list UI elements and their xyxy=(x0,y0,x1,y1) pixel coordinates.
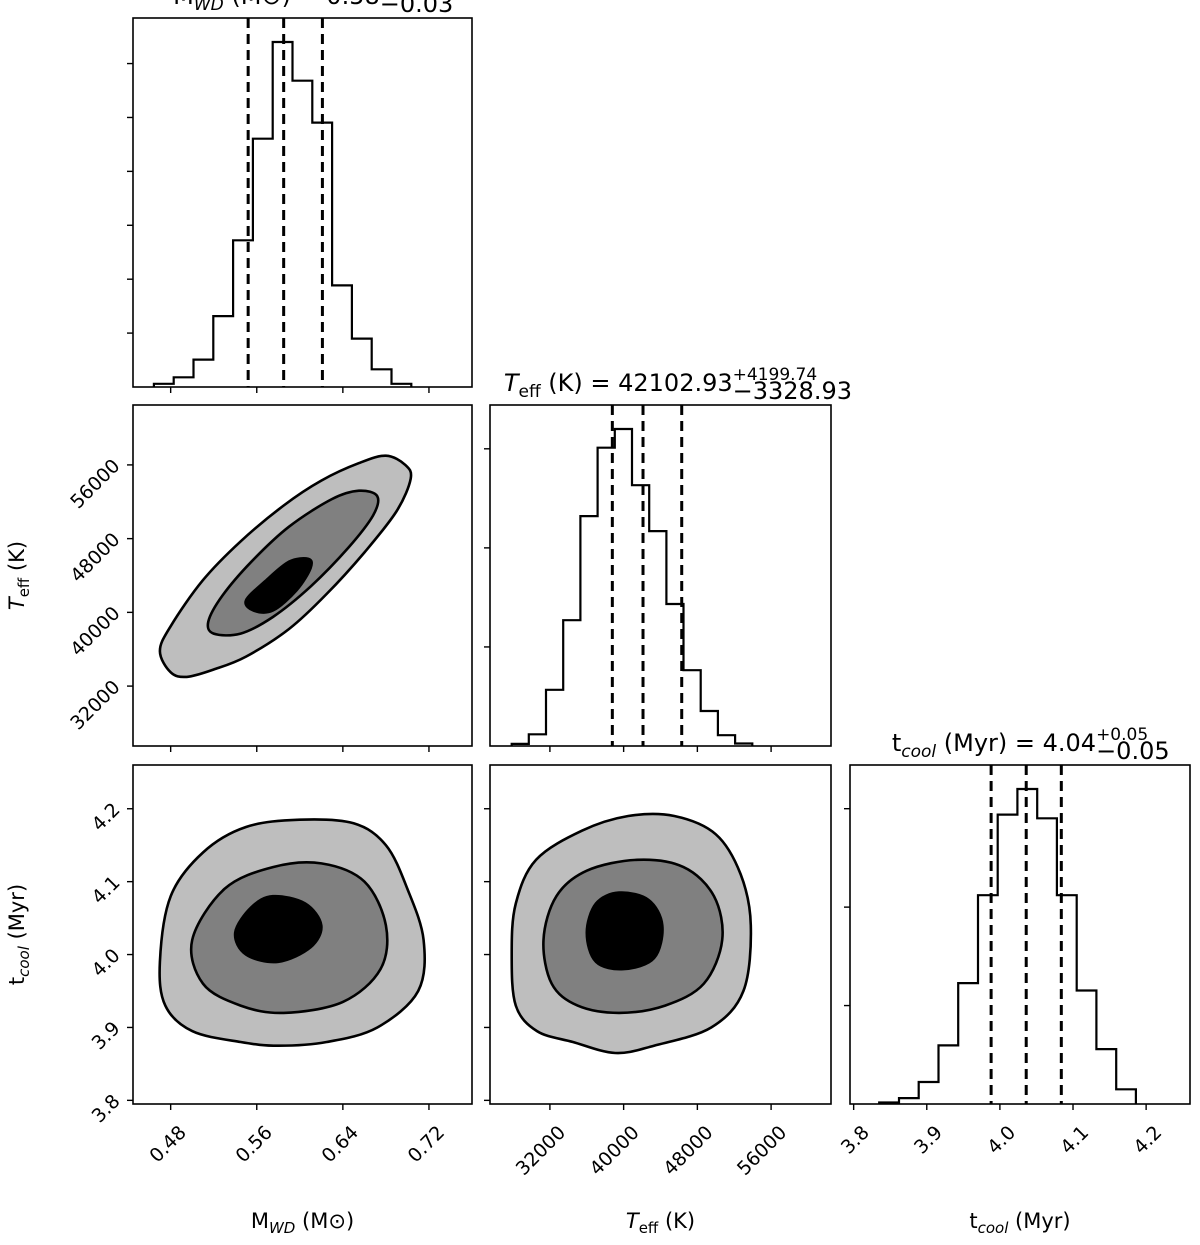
x-tick-label: 4.2 xyxy=(1129,1122,1166,1159)
x-axis-label-tcool: tcool (Myr) xyxy=(969,1209,1070,1237)
x-tick-label: 0.72 xyxy=(404,1122,449,1167)
y-tick-label: 3.9 xyxy=(88,1017,125,1054)
contour-panel-teff-tcool xyxy=(510,812,753,1055)
axis-label-main: t xyxy=(969,1209,977,1233)
axis-label-unit: (K) xyxy=(5,541,29,578)
histogram-panel-tcool xyxy=(849,764,1191,1105)
histogram-teff xyxy=(510,427,754,746)
title-minus-error: −0.03 xyxy=(380,0,454,18)
x-tick-label: 40000 xyxy=(585,1122,643,1180)
contour-panel-mwd-teff xyxy=(158,454,413,679)
x-tick-label: 4.0 xyxy=(983,1122,1020,1159)
title-minus-error: −0.05 xyxy=(1096,737,1170,765)
y-tick-label: 32000 xyxy=(66,676,124,734)
panel-title-tcool: tcool (Myr) = 4.04+0.05 xyxy=(892,725,1148,762)
contour-panel-mwd-tcool xyxy=(158,818,427,1048)
y-tick-label: 4.0 xyxy=(88,945,125,982)
y-axis-label-teff: Teff (K) xyxy=(5,541,33,610)
contour-level-3 xyxy=(233,894,323,964)
axis-label-unit: (Myr) xyxy=(1008,1209,1070,1233)
title-plus-error: +4199.74 xyxy=(733,365,818,385)
y-tick-label: 4.1 xyxy=(88,872,125,909)
x-tick-label: 32000 xyxy=(512,1122,570,1180)
x-axis-label-mwd: MWD (M⊙) xyxy=(251,1209,354,1237)
contour-level-3 xyxy=(244,557,313,614)
x-tick-label: 0.48 xyxy=(145,1122,190,1167)
histogram-panel-mwd xyxy=(132,17,473,388)
axis-label-unit: (K) xyxy=(658,1209,695,1233)
x-tick-label: 0.56 xyxy=(231,1122,276,1167)
axis-label-unit: (Myr) xyxy=(5,884,29,946)
axis-label-subscript: eff xyxy=(15,577,33,597)
panel-title-teff: Teff (K) = 42102.93+4199.74 xyxy=(504,365,817,402)
contour-frame-mwd-tcool xyxy=(132,764,473,1105)
y-tick-label: 4.2 xyxy=(88,799,125,836)
y-tick-label: 48000 xyxy=(66,529,124,587)
axis-label-main: M xyxy=(251,1209,269,1233)
axis-label-subscript: cool xyxy=(978,1219,1010,1237)
y-tick-label: 56000 xyxy=(66,455,124,513)
title-plus-error: +0.05 xyxy=(1096,725,1148,745)
title-minus-error: −3328.93 xyxy=(733,377,852,405)
contour-level-3 xyxy=(585,891,664,971)
axis-label-main: T xyxy=(5,595,29,610)
x-tick-label: 48000 xyxy=(659,1122,717,1180)
histogram-panel-teff xyxy=(489,404,832,747)
axis-label-main: T xyxy=(626,1209,641,1233)
axis-label-subscript: cool xyxy=(15,945,33,977)
x-tick-label: 3.8 xyxy=(837,1122,874,1159)
y-axis-label-tcool: tcool (Myr) xyxy=(5,884,33,985)
x-tick-label: 56000 xyxy=(733,1122,791,1180)
axis-label-unit: (M⊙) xyxy=(295,1209,354,1233)
x-tick-label: 0.64 xyxy=(318,1122,363,1167)
contour-frame-teff-tcool xyxy=(489,764,832,1105)
panel-title-mwd: MWD (M⊙) = 0.58+0.04 xyxy=(173,0,432,15)
axis-label-subscript: eff xyxy=(639,1219,659,1237)
histogram-tcool xyxy=(878,787,1137,1104)
x-axis-label-teff: Teff (K) xyxy=(626,1209,695,1237)
contour-frame-mwd-teff xyxy=(132,404,473,747)
y-tick-label: 40000 xyxy=(66,602,124,660)
y-tick-label: 3.8 xyxy=(88,1090,125,1127)
x-tick-label: 4.1 xyxy=(1056,1122,1093,1159)
x-tick-label: 3.9 xyxy=(910,1122,947,1159)
axis-label-main: t xyxy=(5,977,29,985)
axis-label-subscript: WD xyxy=(269,1219,295,1237)
